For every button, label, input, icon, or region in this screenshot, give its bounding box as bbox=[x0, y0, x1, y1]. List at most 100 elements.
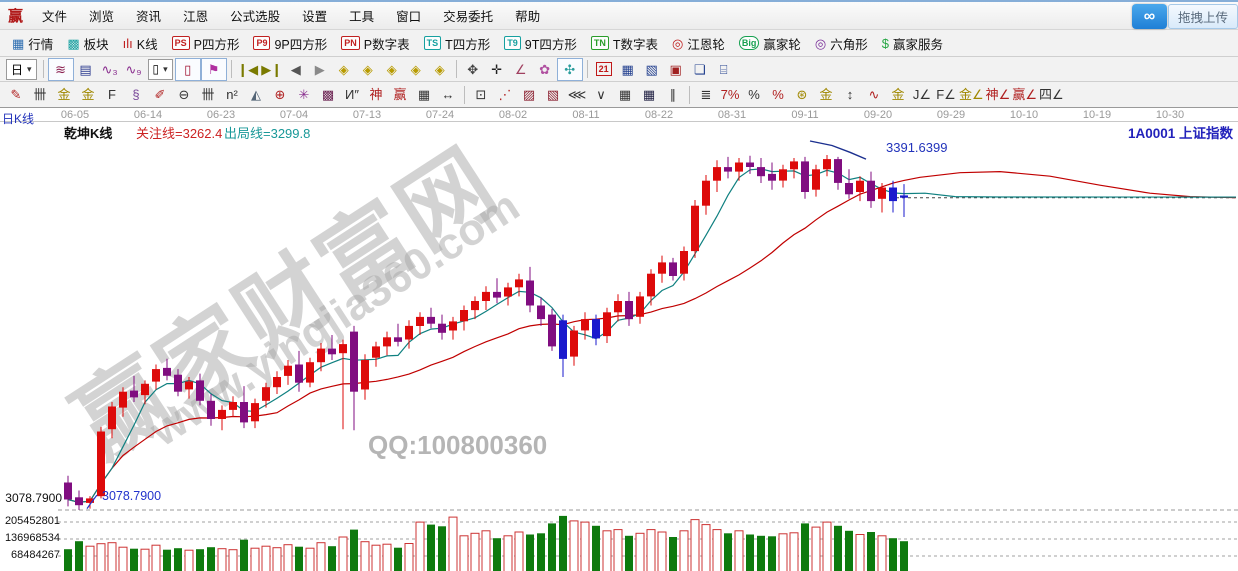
menu-item-10[interactable]: 帮助 bbox=[515, 10, 541, 24]
hash-ruler-icon[interactable]: 卌 bbox=[33, 87, 47, 102]
t-square-button[interactable]: TS T四方形 bbox=[417, 31, 498, 55]
calendar-icon[interactable]: 21 bbox=[592, 59, 616, 80]
pen-tool-icon[interactable]: ✎ bbox=[10, 87, 22, 102]
p-number-button[interactable]: PN P数字表 bbox=[334, 31, 416, 55]
netdisk-cloud-icon[interactable]: ∞ bbox=[1131, 4, 1167, 29]
marker-pen-icon[interactable]: ✐ bbox=[154, 87, 166, 102]
kline-chart[interactable]: 06-05 06-14 06-23 07-04 07-13 07-24 08-02 08-11… bbox=[0, 108, 1238, 571]
shade-square2-icon[interactable]: ▧ bbox=[546, 87, 560, 102]
p-square-button[interactable]: PS P四方形 bbox=[165, 31, 247, 55]
shade-square-icon[interactable]: ▨ bbox=[522, 87, 536, 102]
star-wheel-icon[interactable]: ✳ bbox=[298, 87, 310, 102]
winner-wheel-button[interactable]: Big 赢家轮 bbox=[732, 31, 808, 55]
matrix2-icon[interactable]: ▦ bbox=[642, 87, 656, 102]
box-tool-icon[interactable]: ⊡ bbox=[475, 87, 487, 102]
gann-wheel-button[interactable]: ◎ 江恩轮 bbox=[665, 31, 732, 55]
tick-ruler-icon[interactable]: 卌 bbox=[201, 87, 215, 102]
menu-item-4[interactable]: 江恩 bbox=[183, 10, 209, 24]
pattern-zone-icon[interactable]: ≋ bbox=[47, 57, 74, 81]
compress-icon[interactable]: ◈ bbox=[410, 61, 421, 77]
calculator-icon[interactable]: ▦ bbox=[621, 61, 634, 77]
note-icon[interactable]: ▧ bbox=[645, 61, 658, 77]
shen-angle-icon[interactable]: 神∠ bbox=[985, 87, 1011, 102]
four-angle-icon[interactable]: 四∠ bbox=[1038, 87, 1064, 102]
target-icon[interactable]: ⊕ bbox=[274, 87, 286, 102]
parallel-lines-icon[interactable]: ∥ bbox=[669, 87, 677, 102]
grid-123-icon[interactable]: ▦ bbox=[417, 87, 431, 102]
upload-widget[interactable]: ∞ 拖拽上传 bbox=[1131, 3, 1238, 30]
expand-horizontal-icon[interactable]: ◈ bbox=[386, 61, 397, 77]
menu-item-8[interactable]: 窗口 bbox=[396, 10, 422, 24]
winner-service-button[interactable]: $ 赢家服务 bbox=[875, 31, 950, 55]
gold-hash-icon[interactable]: 金 bbox=[57, 87, 71, 102]
menu-item-1[interactable]: 文件 bbox=[42, 10, 68, 24]
info-panel-icon[interactable]: ▤ bbox=[79, 61, 92, 77]
candle-style-select[interactable]: ▯ ▾ bbox=[147, 58, 173, 80]
toolbar-separator bbox=[42, 60, 44, 78]
ying-tool-icon[interactable]: 赢 bbox=[393, 87, 407, 102]
gold-circle-icon[interactable]: ⊛ bbox=[796, 87, 808, 102]
menu-item-9[interactable]: 交易委托 bbox=[443, 10, 494, 24]
n-square-icon[interactable]: n² bbox=[226, 87, 238, 102]
save-icon[interactable]: ▣ bbox=[669, 61, 682, 77]
wave-9-icon[interactable]: ∿₉ bbox=[125, 61, 142, 77]
drag-upload-button[interactable]: 拖拽上传 bbox=[1167, 4, 1238, 29]
ray-fan-icon[interactable]: ⋰ bbox=[498, 87, 512, 102]
menu-item-5[interactable]: 公式选股 bbox=[230, 10, 281, 24]
9p-square-button[interactable]: P9 9P四方形 bbox=[246, 31, 334, 55]
market-quotes-button[interactable]: ▦ 行情 bbox=[5, 31, 60, 55]
mirror-angle-icon[interactable]: ◭ bbox=[251, 87, 261, 102]
ying-angle-icon[interactable]: 赢∠ bbox=[1012, 87, 1037, 102]
expand-left-icon[interactable]: ◈ bbox=[338, 61, 349, 77]
spider-web-icon[interactable]: ▩ bbox=[321, 87, 335, 102]
hexagon-button[interactable]: ◎ 六角形 bbox=[808, 31, 875, 55]
frame-candle-icon[interactable]: ▯ bbox=[174, 57, 201, 81]
prev-icon[interactable]: ◀ bbox=[290, 61, 301, 77]
menu-item-3[interactable]: 资讯 bbox=[136, 10, 162, 24]
9t-square-button[interactable]: T9 9T四方形 bbox=[497, 31, 584, 55]
go-first-icon[interactable]: ❙◀ bbox=[237, 61, 259, 77]
smart-brain-icon[interactable]: ✣ bbox=[556, 57, 583, 81]
menu-item-7[interactable]: 工具 bbox=[349, 10, 375, 24]
gold-line-icon[interactable]: 金 bbox=[819, 87, 833, 102]
expand-right-icon[interactable]: ◈ bbox=[362, 61, 373, 77]
pan-hand-icon[interactable]: ✥ bbox=[467, 61, 479, 77]
gann-shape-icon[interactable]: ✿ bbox=[539, 61, 551, 77]
shen-tool-icon[interactable]: 神 bbox=[369, 87, 383, 102]
fan-lines-icon[interactable]: ⋘ bbox=[567, 87, 587, 102]
angle-measure-icon[interactable]: ∠ bbox=[514, 61, 527, 77]
fibonacci-icon[interactable]: F bbox=[108, 87, 116, 102]
sectors-button[interactable]: ▩ 板块 bbox=[60, 31, 115, 55]
spiral-icon[interactable]: § bbox=[132, 87, 140, 102]
period-select[interactable]: 日 ▾ bbox=[6, 58, 37, 80]
gold-hash2-icon[interactable]: 金 bbox=[81, 87, 95, 102]
j-slash-icon[interactable]: J∠ bbox=[912, 87, 932, 102]
vertical-ruler-icon[interactable]: ↕ bbox=[846, 87, 854, 102]
reset-zoom-icon[interactable]: ◈ bbox=[434, 61, 445, 77]
matrix-icon[interactable]: ▦ bbox=[618, 87, 632, 102]
print-icon[interactable]: ⌸ bbox=[719, 61, 728, 77]
kline-button[interactable]: ılı K线 bbox=[116, 31, 165, 55]
zigzag-icon[interactable]: ∨ bbox=[596, 87, 606, 102]
wave-overlay-icon[interactable]: ∿ bbox=[868, 87, 880, 102]
t-number-button[interactable]: TN T数字表 bbox=[584, 31, 665, 55]
gold-slash-icon[interactable]: 金 bbox=[891, 87, 905, 102]
wave-3-icon[interactable]: ∿₃ bbox=[101, 61, 118, 77]
copy-chart-icon[interactable]: ❏ bbox=[693, 61, 706, 77]
cycle-ruler-icon[interactable]: ⊖ bbox=[178, 87, 190, 102]
gold-angle-icon[interactable]: 金∠ bbox=[959, 87, 984, 102]
percent-icon[interactable]: % bbox=[748, 87, 760, 102]
menu-item-2[interactable]: 浏览 bbox=[89, 10, 115, 24]
k-quote-icon[interactable]: И″ bbox=[345, 87, 359, 102]
f-slash-icon[interactable]: F∠ bbox=[936, 87, 956, 102]
percent-slash-icon[interactable]: 7% bbox=[720, 87, 740, 102]
menu-item-6[interactable]: 设置 bbox=[302, 10, 328, 24]
crosshair-icon[interactable]: ✛ bbox=[491, 61, 503, 77]
go-last-icon[interactable]: ▶❙ bbox=[261, 61, 283, 77]
scale-ruler-icon[interactable]: ≣ bbox=[700, 87, 712, 102]
chart-canvas[interactable]: 赢家财富网 www.yingjia360.com QQ:100800360 06… bbox=[0, 108, 1238, 571]
span-arrow-icon[interactable]: ↔ bbox=[441, 87, 455, 102]
next-icon[interactable]: ▶ bbox=[314, 61, 325, 77]
paint-flag-icon[interactable]: ⚑ bbox=[200, 57, 227, 81]
percent-line-icon[interactable]: % bbox=[772, 87, 784, 102]
